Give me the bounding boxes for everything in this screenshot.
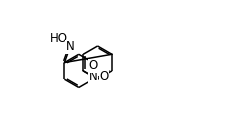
Text: O: O [99, 70, 109, 83]
Text: N: N [66, 41, 74, 54]
Text: HO: HO [49, 32, 68, 45]
Text: N: N [89, 70, 98, 83]
Text: O: O [89, 59, 98, 72]
